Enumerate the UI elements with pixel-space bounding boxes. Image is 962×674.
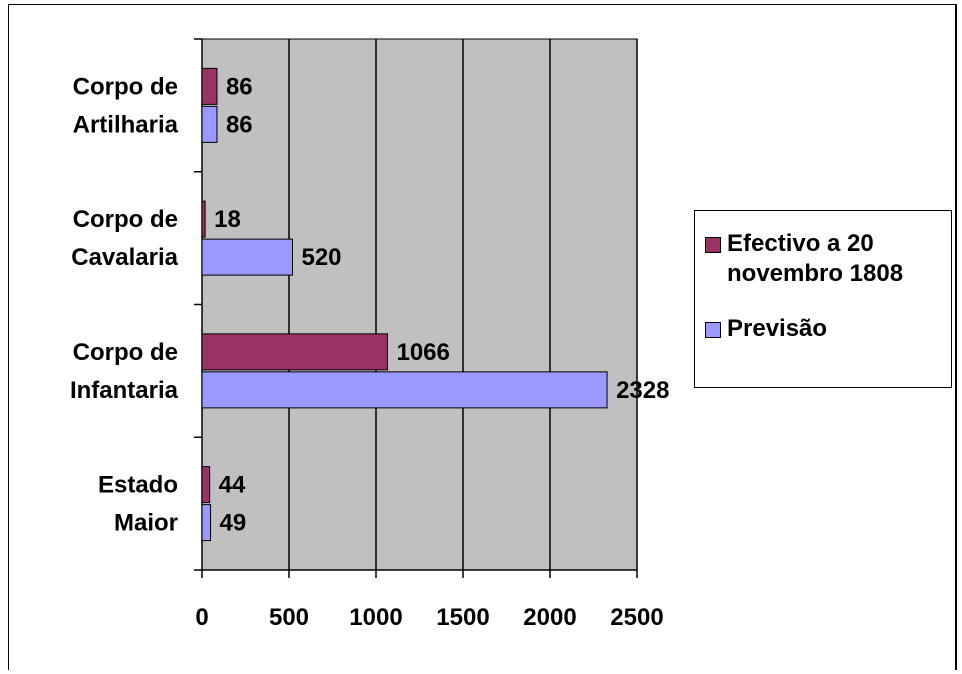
bar [201, 105, 218, 143]
bar [201, 200, 206, 238]
bar [201, 333, 388, 371]
data-label: 86 [226, 111, 253, 138]
data-label: 86 [226, 73, 253, 100]
x-tick-label: 2000 [523, 604, 576, 631]
bar [201, 504, 212, 542]
chart-frame [8, 4, 957, 670]
data-label: 49 [220, 510, 247, 537]
legend: Efectivo a 20 novembro 1808 Previsão [694, 210, 952, 388]
category-label: Estado Maior [98, 472, 178, 537]
bar [201, 238, 293, 276]
category-label: Corpo de Artilharia [73, 73, 179, 138]
data-label: 18 [214, 206, 241, 233]
data-label: 1066 [396, 339, 449, 366]
x-tick-label: 2500 [610, 604, 663, 631]
legend-label-efectivo: Efectivo a 20 novembro 1808 [727, 230, 904, 287]
bar [201, 466, 211, 504]
x-tick-label: 1500 [436, 604, 489, 631]
legend-swatch-previsao [705, 322, 721, 338]
x-tick-label: 500 [269, 604, 309, 631]
x-tick-label: 0 [195, 604, 208, 631]
bar [201, 67, 218, 105]
x-tick-label: 1000 [349, 604, 402, 631]
legend-label-previsao: Previsão [727, 315, 828, 342]
data-label: 520 [301, 244, 341, 271]
data-label: 44 [219, 472, 246, 499]
legend-item-previsao: Previsão [705, 314, 827, 344]
category-label: Corpo de Cavalaria [71, 206, 178, 271]
category-label: Corpo de Infantaria [70, 339, 179, 404]
bar [201, 371, 608, 409]
plot-area [201, 38, 638, 571]
legend-item-efectivo: Efectivo a 20 novembro 1808 [705, 229, 903, 289]
data-label: 2328 [616, 377, 669, 404]
legend-swatch-efectivo [705, 237, 721, 253]
